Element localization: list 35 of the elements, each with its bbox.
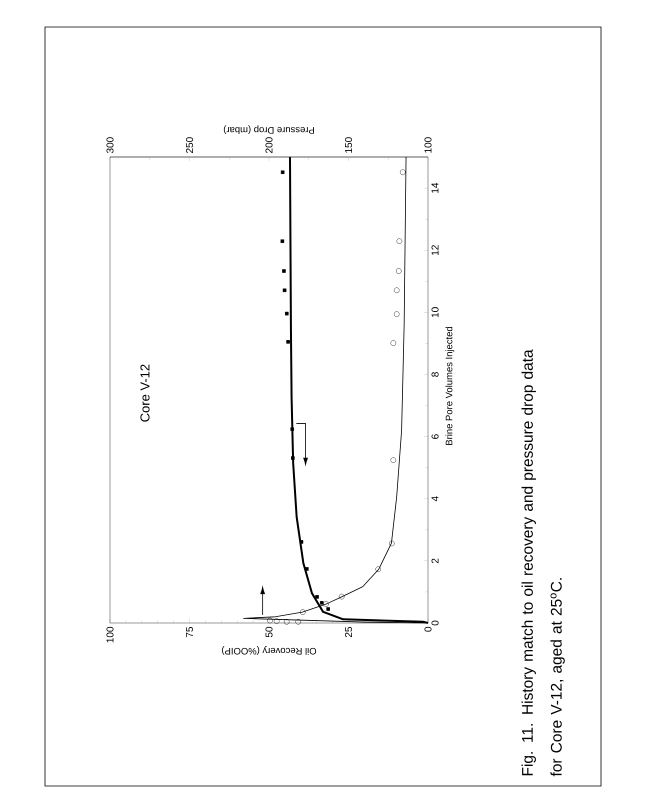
x2-tick-label: 150 [344,137,352,153]
x2-axis-title: Pressure Drop (mbar) [224,125,314,134]
x2-tick-label: 200 [265,137,273,153]
y-tick-label: 6 [432,434,439,439]
point [280,170,284,174]
x-tick-label: 25 [344,626,352,638]
point [286,340,290,344]
y-tick-label: 0 [432,620,439,626]
point [285,312,289,316]
point [280,239,284,243]
x-tick-label: 100 [106,626,114,642]
point [290,427,294,431]
point [282,269,286,273]
y-tick-label: 10 [432,307,439,318]
point [305,567,309,571]
y-tick-label: 12 [432,245,438,255]
x-axis-title: Oil Recovery (%OOIP) [222,646,316,655]
y-tick-label: 14 [432,182,438,193]
x2-tick-label: 300 [106,137,114,154]
point [326,607,330,611]
x2-tick-label: 250 [186,137,194,153]
x-tick-label: 50 [265,626,273,638]
point [282,288,286,292]
x2-tick-label: 100 [424,137,432,153]
y-tick-label: 4 [432,496,438,502]
caption: Fig. 11. History match to oil recovery and pressure drop data for Core V-12, aged at 25$^{o}$C. [522,349,565,776]
point [315,595,319,599]
x-tick-label: 0 [424,626,432,632]
y-tick-label: 8 [432,372,439,377]
point [291,456,295,460]
point [320,601,324,605]
x-tick-label: 75 [186,626,193,638]
y-axis-title: Brine Pore Volumes Injected [445,326,454,445]
y-tick-label: 2 [432,558,438,564]
annotation: Core V-12 [140,364,150,422]
